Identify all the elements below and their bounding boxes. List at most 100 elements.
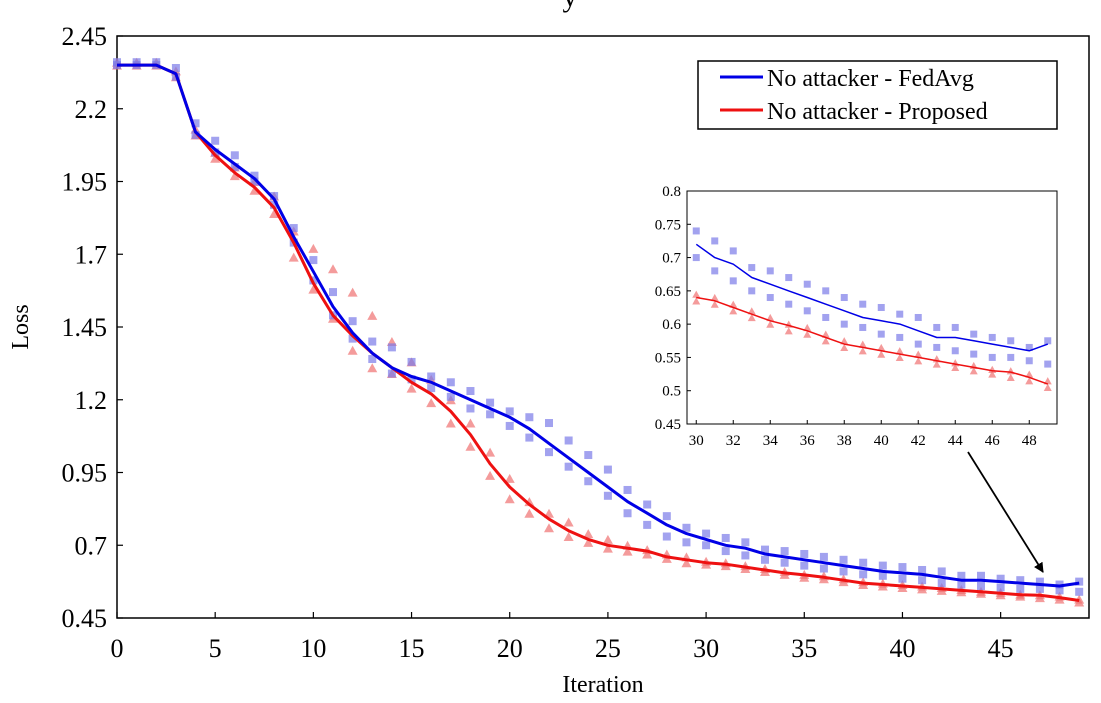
chart-title: y: [563, 0, 578, 13]
inset-fedavg-marker: [711, 267, 719, 275]
x-tick-label: 45: [988, 634, 1014, 663]
inset-proposed-marker: [1043, 383, 1052, 391]
proposed-marker: [445, 418, 456, 428]
legend-box: [697, 60, 1058, 130]
proposed-marker: [465, 441, 476, 451]
inset-y-tick-label: 0.5: [662, 384, 681, 400]
fedavg-marker: [387, 343, 396, 352]
proposed-marker: [308, 243, 319, 253]
fedavg-marker: [721, 533, 730, 542]
proposed-marker: [485, 447, 496, 457]
fedavg-marker: [270, 200, 279, 209]
series-lines: [117, 63, 1080, 602]
fedavg-marker: [191, 130, 200, 139]
inset-proposed-marker: [710, 300, 719, 308]
fedavg-marker: [545, 419, 553, 428]
inset-x-axis: 30 32 34 36 38 40 42 44 46 48: [689, 420, 1037, 449]
fedavg-marker: [918, 565, 927, 574]
proposed-marker: [504, 494, 515, 504]
fedavg-marker: [545, 448, 553, 457]
inset-fedavg-marker: [970, 350, 978, 358]
fedavg-marker: [800, 561, 809, 570]
fedavg-marker: [1055, 586, 1064, 595]
inset-proposed-marker: [692, 290, 701, 298]
inset-proposed-marker: [710, 293, 719, 302]
fedavg-marker: [623, 509, 632, 518]
fedavg-marker: [996, 583, 1005, 592]
fedavg-marker: [466, 404, 475, 413]
inset-fedavg-marker: [729, 277, 737, 285]
fedavg-marker: [682, 538, 691, 547]
fedavg-marker: [486, 410, 495, 419]
inset-fedavg-marker: [896, 310, 904, 318]
fedavg-marker: [446, 378, 455, 387]
proposed-marker: [269, 209, 280, 219]
proposed-marker: [799, 572, 810, 582]
inset-proposed-marker: [766, 320, 775, 328]
fedavg-marker: [368, 337, 377, 346]
fedavg-marker: [878, 571, 887, 580]
x-tick-label: 0: [111, 634, 124, 663]
fedavg-marker: [1035, 584, 1044, 593]
inset-x-tick-label: 36: [800, 433, 816, 449]
inset-fedavg-marker: [1025, 357, 1033, 365]
fedavg-marker: [859, 558, 868, 567]
inset-line-fedavg: [695, 243, 1049, 352]
inset-proposed-marker: [969, 367, 978, 375]
y-tick-label: 2.45: [62, 22, 108, 51]
proposed-marker: [642, 549, 653, 559]
inset-x-tick-label: 32: [726, 433, 741, 449]
legend-label-fedavg: No attacker - FedAvg: [767, 66, 974, 92]
proposed-marker: [426, 398, 437, 408]
inset-fedavg-marker: [1025, 343, 1033, 351]
inset-y-tick-label: 0.75: [655, 217, 681, 233]
y-axis-label: Loss: [8, 304, 34, 349]
fedavg-marker: [250, 171, 259, 180]
y-axis: 0.45 0.7 0.95 1.2 1.45 1.7 1.95 2.2 2.45: [62, 22, 123, 633]
fedavg-marker: [407, 357, 416, 366]
inset-fedavg-marker: [933, 343, 941, 351]
data-markers: [112, 57, 1085, 607]
inset-x-tick-label: 30: [689, 433, 704, 449]
inset-proposed-marker: [914, 350, 923, 358]
inset-proposed-marker: [858, 340, 867, 348]
inset-fedavg-marker: [1044, 337, 1052, 345]
proposed-marker: [583, 529, 594, 539]
fedavg-marker: [859, 570, 868, 579]
proposed-marker: [406, 383, 417, 393]
fedavg-marker: [289, 224, 298, 233]
fedavg-marker: [348, 334, 357, 343]
inset-x-tick-label: 44: [948, 433, 964, 449]
fedavg-marker: [270, 192, 279, 201]
inset-fedavg-marker: [859, 300, 867, 308]
fedavg-marker: [780, 558, 789, 567]
inset-x-tick-label: 42: [911, 433, 926, 449]
fedavg-marker: [682, 523, 691, 532]
proposed-marker: [288, 252, 299, 262]
fedavg-marker: [662, 512, 671, 521]
inset-fedavg-marker: [988, 333, 996, 341]
inset-proposed-marker: [895, 347, 904, 355]
proposed-marker: [583, 537, 594, 547]
inset-proposed-marker: [821, 330, 830, 338]
proposed-marker: [563, 517, 574, 527]
fedavg-marker: [427, 384, 436, 393]
proposed-marker: [229, 171, 240, 181]
y-tick-label: 0.7: [75, 531, 108, 560]
fedavg-marker: [1035, 577, 1044, 586]
fedavg-marker: [819, 564, 828, 573]
fedavg-marker: [702, 529, 711, 538]
inset-proposed-marker: [877, 350, 886, 358]
inset-fedavg-marker: [1007, 353, 1015, 361]
inset-proposed-marker: [858, 347, 867, 355]
x-tick-label: 35: [791, 634, 817, 663]
proposed-marker: [367, 310, 378, 320]
proposed-marker: [465, 418, 476, 428]
x-axis: 0 5 10 15 20 25 30 35 40 45: [111, 612, 1014, 663]
fedavg-marker: [741, 551, 750, 560]
inset-y-tick-label: 0.8: [662, 184, 681, 200]
fedavg-marker: [839, 567, 848, 576]
x-tick-label: 10: [300, 634, 326, 663]
inset-fedavg-marker: [692, 254, 700, 262]
inset-fedavg-marker: [692, 227, 700, 235]
